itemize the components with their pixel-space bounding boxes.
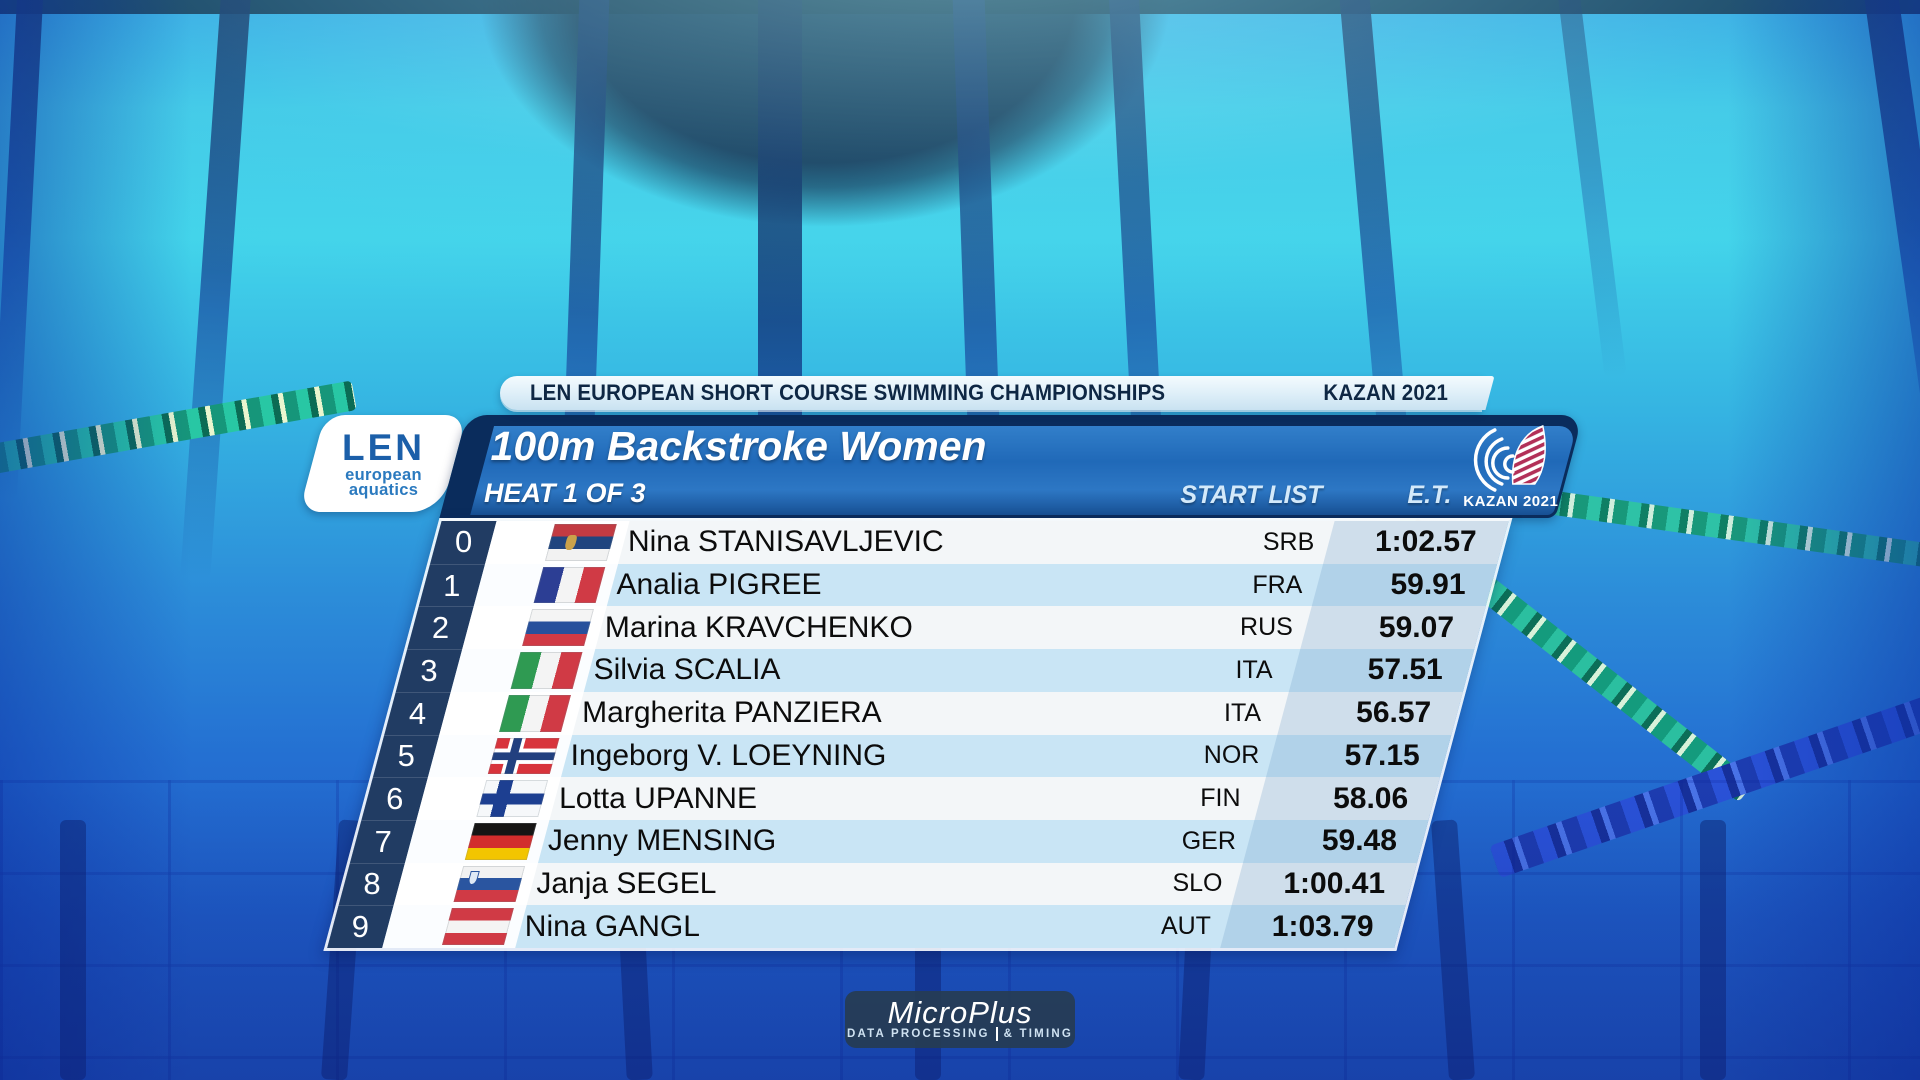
entry-time: 59.91 [1390,568,1466,602]
lane-number: 6 [385,781,404,817]
country-code: FRA [1252,570,1303,599]
country-code: ITA [1236,655,1274,684]
lane-number: 7 [374,823,392,859]
lane-number: 1 [443,567,461,603]
startlist-table: 0 Nina STANISAVLJEVIC SRB 1:02.57 1 Analia PI… [323,518,1513,951]
table-row: 7 Jenny MENSING GER 59.48 [350,819,1429,863]
country-flag [499,694,572,732]
entry-time: 1:03.79 [1272,909,1374,943]
microplus-divider [995,1027,998,1041]
country-flag [522,609,594,647]
lane-number: 0 [454,524,473,560]
pool-structure-pole [1700,820,1726,1080]
heat-indicator: HEAT 1 OF 3 [483,478,646,508]
entry-time: 1:02.57 [1375,525,1477,559]
startlist-panel: LEN european aquatics 100m Backstroke Wo… [299,415,1667,960]
country-flag [533,566,606,604]
swimmer-name: Ingeborg V. LOEYNING [570,738,887,772]
lane-number: 5 [397,738,415,774]
country-flag [544,524,617,561]
entry-time: 1:00.41 [1283,866,1386,900]
swimmer-name: Jenny MENSING [547,824,777,858]
table-row: 4 Margherita PANZIERA ITA 56.57 [384,691,1463,735]
pool-structure-pole [60,820,86,1080]
microplus-tagline-left: DATA PROCESSING [846,1028,990,1040]
event-header-bar: 100m Backstroke Women HEAT 1 OF 3 START … [439,415,1583,518]
country-code: NOR [1203,741,1260,770]
kazan-logo-graphic: KAZAN 2021 [1463,424,1558,510]
entry-time: 59.07 [1378,610,1454,644]
table-row: 2 Marina KRAVCHENKO RUS 59.07 [407,606,1486,650]
swimmer-name: Marina KRAVCHENKO [604,610,913,644]
country-flag [453,865,526,903]
championship-title: LEN EUROPEAN SHORT COURSE SWIMMING CHAMP… [530,380,1166,405]
country-code: ITA [1224,698,1262,727]
table-row: 5 Ingeborg V. LOEYNING NOR 57.15 [372,734,1452,778]
len-logo-acronym: LEN [341,427,425,468]
table-row: 1 Analia PIGREE FRA 59.91 [418,563,1498,607]
entry-time: 57.51 [1367,653,1443,687]
microplus-logo: MicroPlus DATA PROCESSING & TIMING [845,991,1075,1048]
country-code: AUT [1160,912,1211,941]
microplus-tagline-right: & TIMING [1003,1028,1074,1040]
entry-time: 58.06 [1333,781,1409,815]
entry-time: 57.15 [1344,738,1420,772]
country-code: SRB [1263,527,1315,556]
microplus-brand: MicroPlus [887,995,1033,1030]
kazan-2021-logo: KAZAN 2021 [1442,422,1579,514]
entry-time: 59.48 [1321,824,1397,858]
country-code: FIN [1200,784,1241,813]
start-list-label: START LIST [1180,481,1323,509]
swimmer-name: Janja SEGEL [536,866,717,900]
swimmer-name: Analia PIGREE [616,568,822,602]
country-flag [510,652,583,689]
country-code: SLO [1172,869,1223,898]
lane-number: 8 [363,866,381,902]
lane-number: 9 [351,909,369,945]
swimmer-name: Lotta UPANNE [559,781,758,815]
championship-location: KAZAN 2021 [1323,380,1448,405]
country-code: RUS [1239,613,1293,642]
kazan-sail [1511,424,1546,485]
lane-number: 4 [408,695,427,731]
country-flag [464,822,537,860]
lane-number: 3 [420,652,438,688]
lane-number: 2 [431,610,449,646]
country-code: GER [1181,826,1236,855]
kazan-logo-text: KAZAN 2021 [1463,493,1558,510]
country-flag [441,908,514,946]
entry-time: 56.57 [1356,696,1432,730]
country-flag [487,737,560,775]
swimmer-name: Margherita PANZIERA [582,696,882,730]
swimmer-name: Silvia SCALIA [593,653,781,687]
table-row: 0 Nina STANISAVLJEVIC SRB 1:02.57 [430,521,1509,564]
len-logo-line2: aquatics [348,481,418,499]
table-row: 9 Nina GANGL AUT 1:03.79 [327,905,1406,949]
table-row: 8 Janja SEGEL SLO 1:00.41 [338,862,1418,906]
table-row: 3 Silvia SCALIA ITA 57.51 [395,649,1475,692]
microplus-tagline: DATA PROCESSING & TIMING [847,1027,1073,1041]
table-row: 6 Lotta UPANNE FIN 58.06 [361,777,1440,820]
len-logo-content: LEN european aquatics [341,427,425,499]
swimmer-name: Nina GANGL [524,909,700,943]
country-flag [476,780,549,817]
swimmer-name: Nina STANISAVLJEVIC [627,525,944,559]
event-title: 100m Backstroke Women [490,423,987,469]
championship-banner: LEN EUROPEAN SHORT COURSE SWIMMING CHAMP… [500,376,1482,410]
kazan-wave-arcs [1473,428,1515,492]
